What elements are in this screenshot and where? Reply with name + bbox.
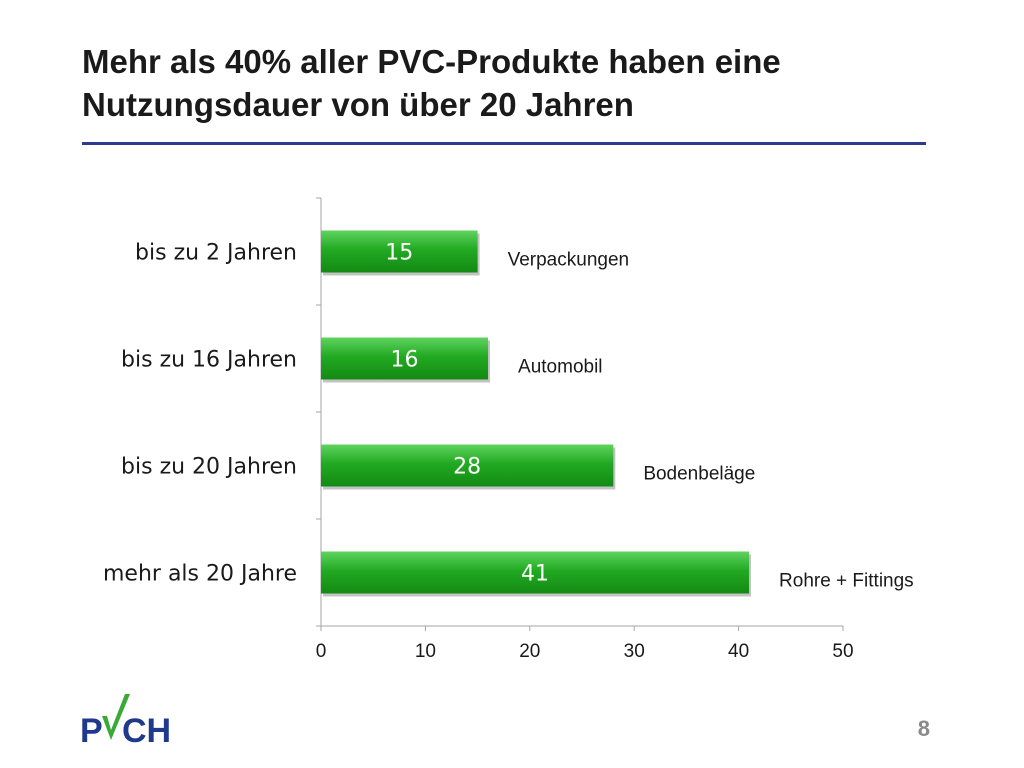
bar: [321, 444, 614, 487]
bar-annotation: Verpackungen: [508, 250, 629, 271]
x-tick-label: 10: [415, 641, 436, 662]
category-label: bis zu 2 Jahren: [135, 241, 297, 266]
svg-text:CH: CH: [122, 712, 171, 750]
x-tick-label: 50: [832, 641, 853, 662]
bar: [321, 230, 478, 273]
slide-title: Mehr als 40% aller PVC-Produkte haben ei…: [82, 40, 962, 126]
bar-value-label: 15: [385, 241, 413, 266]
category-label: mehr als 20 Jahre: [103, 562, 297, 587]
title-underline: [82, 142, 926, 145]
pvch-logo: P CH: [80, 694, 171, 750]
bar-annotation: Rohre + Fittings: [779, 571, 914, 592]
bar: [321, 551, 750, 594]
x-tick-label: 30: [624, 641, 645, 662]
svg-text:P: P: [80, 712, 103, 750]
bar-value-label: 16: [391, 348, 419, 373]
category-label: bis zu 16 Jahren: [121, 348, 297, 373]
bar-annotation: Automobil: [518, 357, 603, 378]
bar-value-label: 28: [453, 455, 481, 480]
title-line-2: Nutzungsdauer von über 20 Jahren: [82, 86, 634, 123]
category-label: bis zu 20 Jahren: [121, 455, 297, 480]
bar: [321, 337, 489, 380]
page-number: 8: [917, 716, 930, 741]
bar-value-label: 41: [521, 562, 549, 587]
bar-annotation: Bodenbeläge: [643, 464, 755, 485]
x-tick-label: 0: [316, 641, 327, 662]
x-tick-label: 20: [519, 641, 540, 662]
title-line-1: Mehr als 40% aller PVC-Produkte haben ei…: [82, 43, 781, 80]
x-tick-label: 40: [728, 641, 749, 662]
